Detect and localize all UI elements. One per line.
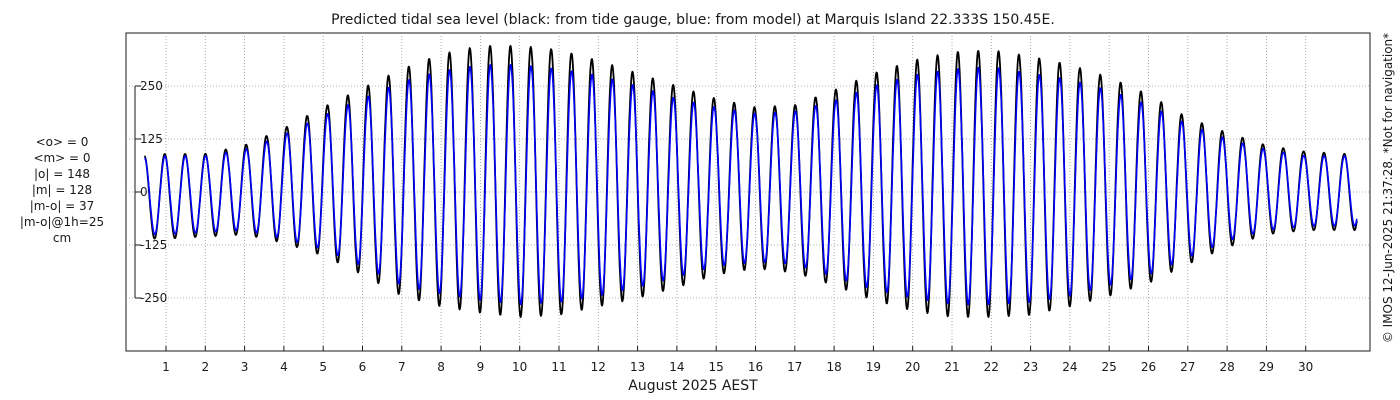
x-axis: 1 2 3 4 5 6 7 8 9 10 11 12 13 14 15 16 17 18 19 20 21 22 23 24 2… [162,346,1313,374]
chart-title: Predicted tidal sea level (black: from t… [331,12,1055,28]
x-tick-label: 23 [1023,360,1038,374]
x-tick-label: 19 [866,360,881,374]
x-tick-label: 16 [748,360,763,374]
x-tick-label: 27 [1180,360,1195,374]
x-tick-label: 30 [1298,360,1313,374]
x-tick-label: 13 [630,360,645,374]
y-tick-label: 0 [140,185,148,199]
y-tick-label: -125 [140,238,167,252]
stats-block: <o> = 0 <m> = 0 |o| = 148 |m| = 128 |m-o… [20,135,104,245]
x-tick-label: 12 [591,360,606,374]
x-tick-label: 9 [477,360,485,374]
x-tick-label: 25 [1102,360,1117,374]
y-tick-label: 250 [140,79,163,93]
x-tick-label: 4 [280,360,288,374]
x-tick-label: 15 [709,360,724,374]
x-tick-label: 14 [669,360,684,374]
x-tick-label: 11 [551,360,566,374]
stat-abs-model: |m| = 128 [32,183,92,197]
x-tick-label: 2 [201,360,209,374]
x-tick-label: 5 [319,360,327,374]
stat-mean-obs: <o> = 0 [36,135,89,149]
x-tick-label: 7 [398,360,406,374]
series-line-model [144,64,1358,306]
x-tick-label: 24 [1062,360,1077,374]
x-tick-label: 17 [787,360,802,374]
copyright-notice: © IMOS 12-Jun-2025 21:37:28. *Not for na… [1381,33,1395,343]
series-lines [143,45,1358,318]
x-tick-label: 8 [437,360,445,374]
x-tick-label: 28 [1219,360,1234,374]
stat-abs-diff: |m-o| = 37 [30,199,95,213]
x-tick-label: 1 [162,360,170,374]
stat-abs-obs: |o| = 148 [34,167,90,181]
x-tick-label: 21 [944,360,959,374]
stat-abs-diff-1h: |m-o|@1h=25 [20,215,104,229]
y-tick-label: 125 [140,132,163,146]
x-tick-label: 10 [512,360,527,374]
x-tick-label: 26 [1141,360,1156,374]
x-tick-label: 18 [826,360,841,374]
x-tick-label: 6 [359,360,367,374]
x-tick-label: 22 [984,360,999,374]
x-tick-label: 29 [1259,360,1274,374]
x-axis-label: August 2025 AEST [628,378,758,394]
y-tick-label: -250 [140,291,167,305]
stat-mean-model: <m> = 0 [33,151,90,165]
stat-unit: cm [53,231,71,245]
y-axis: 250 125 0 -125 -250 [134,79,167,305]
x-tick-label: 20 [905,360,920,374]
x-tick-label: 3 [241,360,249,374]
